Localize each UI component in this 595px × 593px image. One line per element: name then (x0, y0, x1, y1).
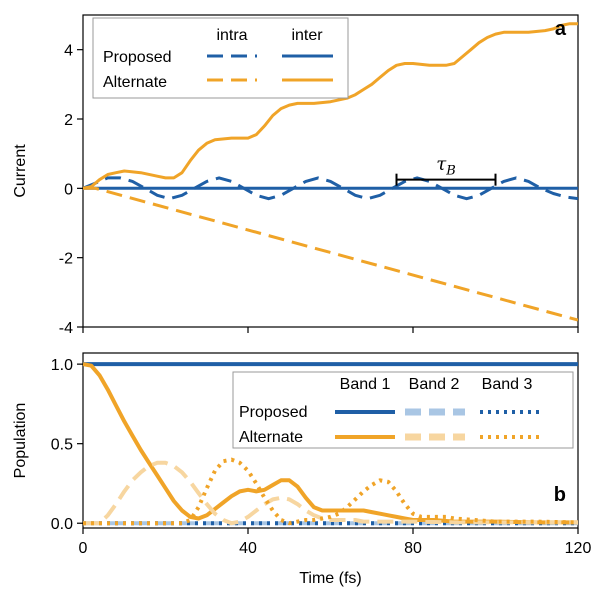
plot-frame (82, 352, 579, 529)
x-tick-label: 120 (565, 540, 592, 557)
y-tick-label: 0.5 (51, 437, 73, 454)
tau-label: τB (436, 154, 456, 179)
x-tick-label: 40 (239, 540, 257, 557)
y-tick-label: -4 (59, 320, 73, 337)
legend-box (232, 371, 574, 449)
y-axis-title: Population (12, 403, 29, 479)
series-group (83, 22, 578, 322)
panel-letter-a: a (555, 18, 567, 40)
y-tick-label: 0 (64, 181, 73, 198)
panel-a: -4 -2 0 2 4 Current intra inter Proposed Alternat… (12, 14, 579, 337)
legend-row-label: Alternate (239, 429, 303, 446)
legend-column-header: intra (216, 27, 247, 44)
x-tick-label: 80 (404, 540, 422, 557)
y-tick-label: 0.0 (51, 516, 73, 533)
legend-box (92, 17, 349, 99)
series-proposed-intra (83, 176, 578, 201)
y-tick-label: 1.0 (51, 357, 73, 374)
legend-column-header: Band 1 (340, 376, 391, 393)
series-alternate-inter (83, 22, 578, 190)
series-alternate-band1 (83, 362, 578, 525)
plot-frame (82, 14, 579, 328)
x-axis-title: Time (fs) (299, 570, 362, 587)
y-tick-label: 4 (64, 43, 73, 60)
legend-row-label: Proposed (103, 49, 172, 66)
y-tick-label: 2 (64, 112, 73, 129)
x-tick-label: 0 (79, 540, 88, 557)
panel-b: 0.0 0.5 1.0 0 40 80 120 Time (fs) Population Band… (12, 352, 592, 587)
series-alternate-band2 (83, 460, 578, 526)
legend-row-label: Alternate (103, 74, 167, 91)
legend-column-header: Band 2 (409, 376, 460, 393)
series-alternate-intra (83, 186, 578, 322)
series-group (83, 362, 578, 526)
panel-letter-b: b (554, 484, 566, 506)
y-axis-title: Current (12, 144, 29, 198)
legend-row-label: Proposed (239, 404, 308, 421)
legend-column-header: inter (291, 27, 323, 44)
legend-column-header: Band 3 (482, 376, 533, 393)
y-tick-label: -2 (59, 251, 73, 268)
series-alternate-band3 (83, 457, 578, 526)
